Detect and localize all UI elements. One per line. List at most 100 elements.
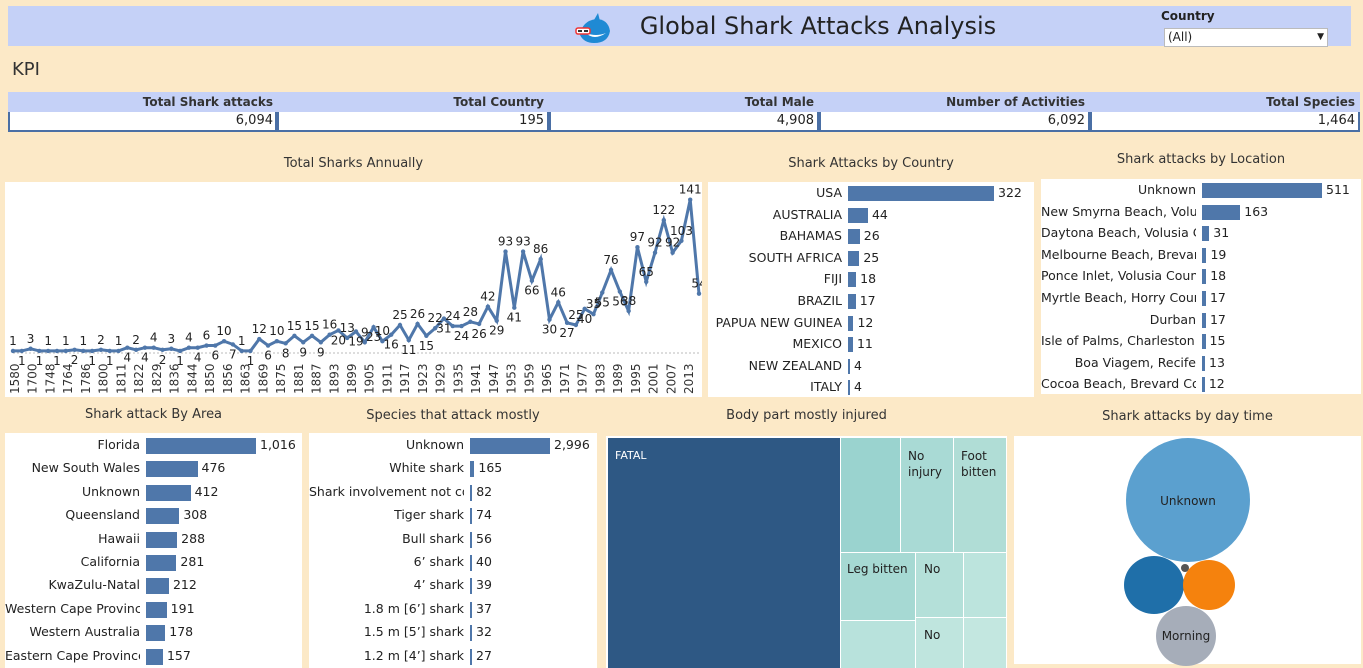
- data-point[interactable]: [177, 348, 183, 354]
- treemap-cell-no-2[interactable]: No: [916, 618, 963, 668]
- treemap-cell[interactable]: [841, 438, 900, 552]
- bar[interactable]: [470, 625, 472, 642]
- data-point[interactable]: [10, 348, 16, 354]
- bar[interactable]: [1202, 312, 1206, 328]
- data-point[interactable]: [63, 348, 68, 354]
- data-point[interactable]: [468, 319, 473, 324]
- data-point[interactable]: [397, 322, 403, 328]
- data-point[interactable]: [309, 333, 315, 338]
- bar[interactable]: [848, 207, 868, 223]
- bar[interactable]: [1202, 247, 1207, 263]
- bar[interactable]: [146, 531, 178, 548]
- treemap-cell[interactable]: [841, 621, 915, 668]
- data-point[interactable]: [116, 348, 121, 354]
- data-point[interactable]: [688, 197, 693, 202]
- bar[interactable]: [470, 531, 472, 548]
- data-point[interactable]: [485, 304, 491, 309]
- data-point[interactable]: [424, 333, 429, 338]
- bubble-afternoon[interactable]: [1124, 556, 1184, 614]
- data-point[interactable]: [204, 343, 209, 348]
- bar[interactable]: [470, 601, 472, 618]
- data-point[interactable]: [529, 278, 535, 283]
- data-point[interactable]: [696, 291, 702, 296]
- data-point[interactable]: [573, 322, 579, 328]
- bar[interactable]: [470, 555, 472, 571]
- bar[interactable]: [1202, 334, 1206, 350]
- bar[interactable]: [470, 578, 472, 595]
- data-point[interactable]: [591, 312, 596, 317]
- data-point[interactable]: [538, 256, 543, 262]
- data-point[interactable]: [318, 340, 324, 345]
- treemap-cell-fatal[interactable]: FATAL: [608, 438, 840, 668]
- data-point[interactable]: [81, 348, 86, 354]
- data-point[interactable]: [670, 250, 675, 255]
- bubble-small[interactable]: [1181, 564, 1189, 572]
- data-point[interactable]: [125, 345, 130, 350]
- bar[interactable]: [146, 648, 163, 665]
- bar[interactable]: [1202, 204, 1241, 220]
- data-point[interactable]: [133, 347, 139, 353]
- data-point[interactable]: [661, 218, 667, 223]
- treemap-cell-leg-bitten[interactable]: Leg bitten: [841, 553, 915, 620]
- bar[interactable]: [848, 229, 860, 245]
- data-point[interactable]: [301, 340, 306, 345]
- data-point[interactable]: [626, 308, 631, 314]
- data-point[interactable]: [107, 348, 112, 354]
- data-point[interactable]: [512, 305, 517, 310]
- data-point[interactable]: [652, 250, 658, 255]
- data-point[interactable]: [476, 321, 482, 327]
- data-point[interactable]: [353, 329, 359, 334]
- bar[interactable]: [146, 625, 166, 642]
- data-point[interactable]: [142, 345, 148, 350]
- bar[interactable]: [848, 250, 860, 266]
- bar[interactable]: [146, 461, 198, 478]
- bar[interactable]: [1202, 355, 1206, 371]
- bubble-morning[interactable]: Morning: [1156, 606, 1216, 666]
- data-point[interactable]: [441, 316, 447, 321]
- bar[interactable]: [470, 461, 475, 478]
- bar[interactable]: [848, 380, 850, 396]
- data-point[interactable]: [45, 348, 51, 354]
- treemap-cell[interactable]: [964, 618, 1006, 668]
- data-point[interactable]: [582, 306, 587, 311]
- data-point[interactable]: [213, 343, 218, 348]
- data-point[interactable]: [19, 348, 24, 354]
- bar[interactable]: [146, 484, 191, 501]
- bar[interactable]: [1202, 226, 1210, 242]
- data-point[interactable]: [28, 346, 33, 351]
- bar[interactable]: [1202, 291, 1206, 306]
- bar[interactable]: [146, 555, 177, 571]
- data-point[interactable]: [432, 326, 438, 331]
- data-point[interactable]: [371, 324, 376, 330]
- data-point[interactable]: [37, 348, 42, 354]
- data-point[interactable]: [345, 335, 350, 341]
- data-point[interactable]: [450, 323, 455, 329]
- data-point[interactable]: [327, 332, 332, 337]
- data-point[interactable]: [98, 347, 104, 353]
- country-filter-dropdown[interactable]: (All) ▼: [1164, 28, 1328, 47]
- data-point[interactable]: [336, 328, 341, 333]
- data-point[interactable]: [380, 339, 385, 344]
- data-point[interactable]: [415, 321, 420, 327]
- data-point[interactable]: [406, 337, 411, 343]
- data-point[interactable]: [503, 249, 508, 254]
- data-point[interactable]: [362, 340, 367, 345]
- treemap-cell-foot-bitten[interactable]: Foot bitten: [954, 438, 1006, 552]
- data-point[interactable]: [617, 289, 623, 294]
- data-point[interactable]: [459, 323, 464, 329]
- data-point[interactable]: [248, 348, 253, 354]
- data-point[interactable]: [221, 339, 227, 344]
- treemap-cell-no-injury[interactable]: No injury: [901, 438, 953, 552]
- bar[interactable]: [146, 508, 180, 525]
- data-point[interactable]: [635, 245, 640, 250]
- data-point[interactable]: [195, 345, 200, 350]
- treemap-cell-no[interactable]: No: [916, 553, 963, 617]
- data-point[interactable]: [600, 290, 605, 295]
- data-point[interactable]: [556, 300, 561, 305]
- bar[interactable]: [848, 294, 856, 309]
- data-point[interactable]: [230, 342, 236, 347]
- bar[interactable]: [848, 272, 857, 288]
- chevron-down-icon[interactable]: ▼: [1317, 32, 1324, 42]
- bar[interactable]: [848, 315, 854, 331]
- bar[interactable]: [146, 601, 167, 618]
